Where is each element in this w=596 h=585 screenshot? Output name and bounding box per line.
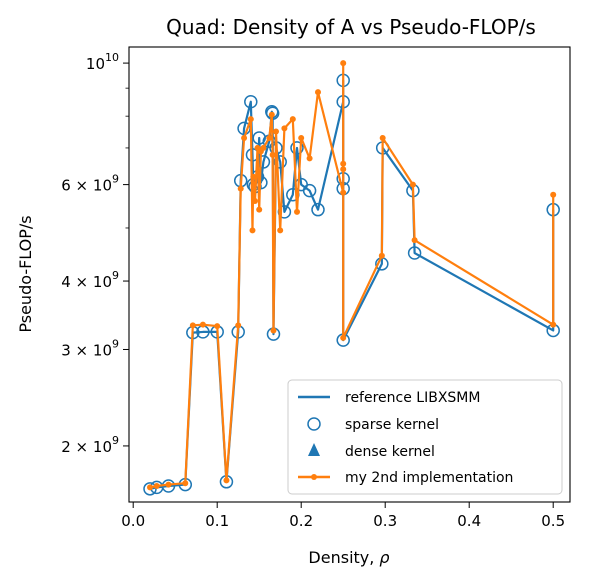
y-tick-label: 1010 — [86, 51, 119, 73]
y-tick-label: 3 × 109 — [61, 337, 119, 359]
mine-point — [165, 481, 172, 488]
mine-point — [250, 173, 257, 180]
mine-point — [269, 151, 276, 158]
mine-point — [268, 111, 275, 118]
legend-label-sparse: sparse kernel — [345, 417, 439, 433]
mine-point — [550, 191, 557, 198]
series-line-mine — [149, 61, 555, 489]
y-tick-label: 2 × 109 — [61, 434, 119, 456]
mine-point — [294, 208, 300, 215]
x-axis-label-symbol: ρ — [379, 548, 389, 567]
x-tick-label: 0.3 — [373, 512, 397, 530]
mine-point — [277, 227, 284, 234]
mine-point — [273, 128, 279, 135]
sparse-point — [252, 131, 266, 145]
legend-marker-dense — [308, 443, 320, 456]
mine-point — [214, 323, 221, 330]
mine-point — [411, 237, 418, 244]
mine-point — [298, 134, 305, 141]
y-tick-exponent: 10 — [105, 51, 119, 64]
y-tick-label: 4 × 109 — [61, 269, 119, 291]
mine-point — [153, 482, 160, 489]
x-tick-label: 0.1 — [205, 512, 229, 530]
y-tick-mantissa: 2 × 10 — [61, 438, 112, 456]
sparse-point — [407, 246, 422, 260]
legend-label-reference: reference LIBXSMM — [345, 390, 480, 406]
mine-point — [281, 125, 288, 132]
plot-series — [143, 60, 560, 496]
y-axis-label: Pseudo-FLOP/s — [16, 215, 35, 332]
legend-label-dense: dense kernel — [345, 444, 435, 460]
x-axis-label-text: Density, — [308, 548, 379, 567]
mine-point — [182, 480, 189, 487]
mine-point — [340, 60, 347, 67]
mine-point — [266, 134, 273, 141]
x-axis-label: Density, ρ — [308, 548, 389, 567]
sparse-point — [273, 155, 287, 169]
y-tick-exponent: 9 — [112, 173, 119, 186]
legend-frame — [287, 379, 563, 495]
legend: reference LIBXSMM sparse kernel dense ke… — [287, 379, 563, 495]
mine-point — [235, 322, 242, 329]
x-tick-label: 0.0 — [121, 512, 145, 530]
mine-point — [550, 321, 557, 328]
sparse-point — [290, 141, 304, 155]
mine-point — [378, 252, 385, 259]
mine-point — [223, 477, 230, 484]
legend-label-mine: my 2nd implementation — [345, 470, 513, 486]
mine-point — [237, 185, 244, 192]
y-tick-exponent: 9 — [112, 269, 119, 282]
mine-point — [199, 321, 206, 328]
sparse-point — [311, 202, 325, 217]
mine-point — [340, 166, 347, 173]
mine-point — [409, 181, 416, 188]
y-tick-mantissa: 10 — [86, 55, 105, 73]
legend-marker-sparse — [307, 417, 321, 431]
mine-point — [379, 134, 386, 141]
mine-point — [147, 484, 153, 491]
mine-point — [260, 144, 267, 151]
mine-point — [306, 155, 313, 162]
x-tick-label: 0.4 — [457, 512, 481, 530]
chart-title: Quad: Density of A vs Pseudo-FLOP/s — [166, 15, 536, 39]
mine-point — [247, 116, 254, 123]
mine-point — [340, 334, 347, 341]
x-axis: 0.0 0.1 0.2 0.3 0.4 0.5 — [121, 502, 565, 530]
mine-point — [340, 189, 347, 196]
mine-point — [340, 160, 347, 167]
sparse-point — [302, 183, 317, 198]
mine-point — [241, 134, 248, 141]
mine-point — [289, 116, 296, 123]
mine-point — [256, 206, 263, 213]
mine-point — [252, 198, 258, 205]
mine-point — [270, 327, 277, 334]
plot-frame — [128, 46, 571, 503]
y-tick-mantissa: 4 × 10 — [61, 273, 112, 291]
x-tick-label: 0.2 — [289, 512, 313, 530]
y-tick-exponent: 9 — [112, 337, 119, 350]
y-tick-mantissa: 3 × 10 — [61, 341, 112, 359]
mine-point — [189, 322, 196, 329]
y-tick-label: 6 × 109 — [61, 173, 119, 195]
y-tick-mantissa: 6 × 10 — [61, 177, 112, 195]
mine-point — [315, 89, 321, 96]
x-tick-label: 0.5 — [541, 512, 565, 530]
mine-point — [249, 227, 256, 234]
sparse-point — [244, 95, 258, 109]
legend-marker-mine — [311, 474, 317, 480]
y-tick-exponent: 9 — [112, 434, 119, 447]
